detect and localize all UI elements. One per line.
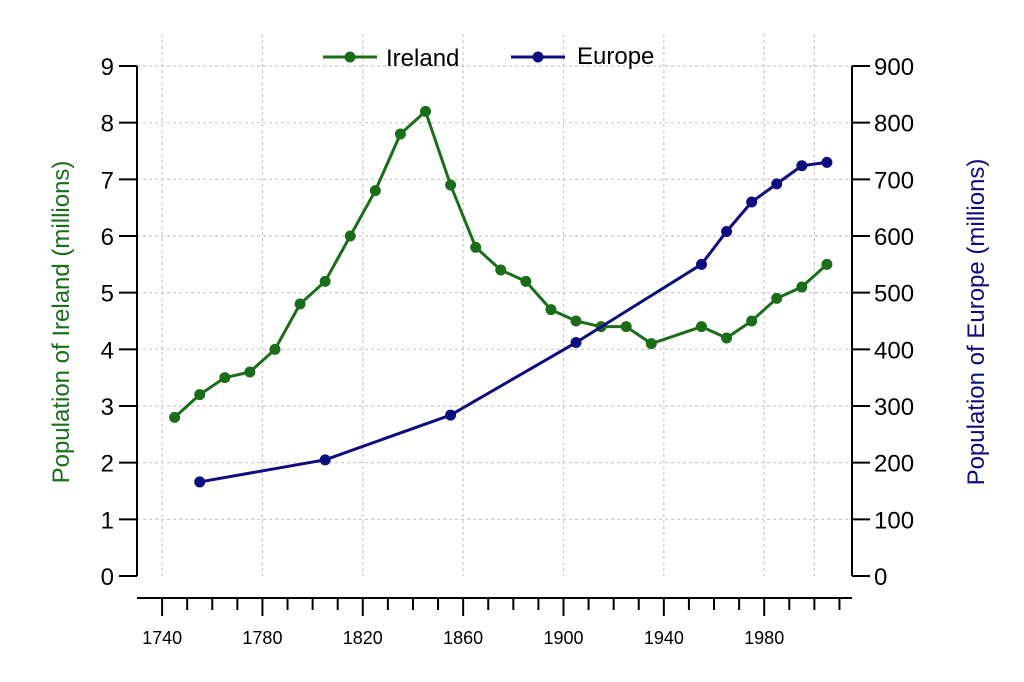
data-point-ireland (620, 321, 632, 333)
x-tick-label: 1780 (242, 628, 282, 648)
data-point-ireland (269, 343, 281, 355)
data-point-ireland (796, 281, 808, 293)
data-point-ireland (495, 264, 507, 276)
data-point-ireland (470, 241, 482, 253)
data-point-ireland (294, 298, 306, 310)
data-point-ireland (721, 332, 733, 344)
y-left-tick-label: 1 (101, 507, 114, 534)
y-left-tick-label: 9 (101, 54, 114, 81)
data-point-ireland (520, 275, 532, 287)
series-layer (169, 105, 833, 488)
y-left-tick-label: 8 (101, 111, 114, 138)
y-right-tick-label: 0 (874, 564, 887, 591)
data-point-ireland (420, 105, 432, 117)
data-point-europe (319, 454, 331, 466)
x-tick-label: 1940 (644, 628, 684, 648)
y-right-tick-label: 200 (874, 451, 914, 478)
y-left-tick-label: 0 (101, 564, 114, 591)
legend-marker-europe (532, 51, 544, 63)
y-left-tick-label: 3 (101, 394, 114, 421)
data-point-ireland (445, 179, 457, 191)
series-line-europe (199, 160, 828, 484)
data-point-europe (771, 178, 783, 190)
legend-marker-ireland (344, 51, 356, 63)
y-right-tick-label: 600 (874, 224, 914, 251)
series-line-ireland (173, 109, 828, 419)
grid (137, 34, 852, 576)
data-point-ireland (169, 411, 181, 423)
y-right-tick-label: 800 (874, 111, 914, 138)
legend-label-ireland: Ireland (386, 45, 459, 72)
data-point-europe (721, 225, 733, 237)
data-point-europe (695, 258, 707, 270)
data-point-ireland (319, 275, 331, 287)
y-left-tick-label: 6 (101, 224, 114, 251)
x-tick-label: 1740 (142, 628, 182, 648)
y-right-tick-label: 400 (874, 337, 914, 364)
data-point-ireland (771, 292, 783, 304)
y-left-tick-label: 2 (101, 451, 114, 478)
data-point-europe (570, 337, 582, 349)
data-point-ireland (244, 366, 256, 378)
data-point-ireland (194, 389, 206, 401)
y-left-axis-label: Population of Ireland (millions) (48, 161, 75, 484)
data-point-ireland (545, 304, 557, 316)
data-point-ireland (219, 372, 231, 384)
data-point-ireland (645, 338, 657, 350)
y-left-tick-label: 7 (101, 167, 114, 194)
data-point-ireland (695, 321, 707, 333)
x-tick-label: 1900 (543, 628, 583, 648)
data-point-ireland (746, 315, 758, 327)
y-left-tick-label: 5 (101, 281, 114, 308)
y-right-tick-label: 700 (874, 167, 914, 194)
data-point-europe (821, 156, 833, 168)
x-tick-label: 1860 (443, 628, 483, 648)
y-right-tick-label: 100 (874, 507, 914, 534)
data-point-europe (194, 476, 206, 488)
data-point-ireland (344, 230, 356, 242)
data-point-ireland (821, 258, 833, 270)
data-point-europe (746, 196, 758, 208)
x-tick-label: 1980 (744, 628, 784, 648)
y-right-tick-label: 300 (874, 394, 914, 421)
data-point-ireland (570, 315, 582, 327)
legend: Ireland Europe (323, 43, 654, 72)
legend-label-europe: Europe (577, 43, 654, 70)
data-point-europe (445, 409, 457, 421)
y-left-tick-label: 4 (101, 337, 114, 364)
x-tick-label: 1820 (343, 628, 383, 648)
y-right-axis-label: Population of Europe (millions) (963, 159, 990, 486)
data-point-ireland (394, 128, 406, 140)
y-right-tick-label: 900 (874, 54, 914, 81)
y-right-tick-label: 500 (874, 281, 914, 308)
data-point-ireland (369, 185, 381, 197)
data-point-europe (796, 160, 808, 172)
axes: 0 1 2 3 4 5 6 7 8 9 0 100 200 300 400 500 600 700 800 900 17… (101, 54, 914, 648)
